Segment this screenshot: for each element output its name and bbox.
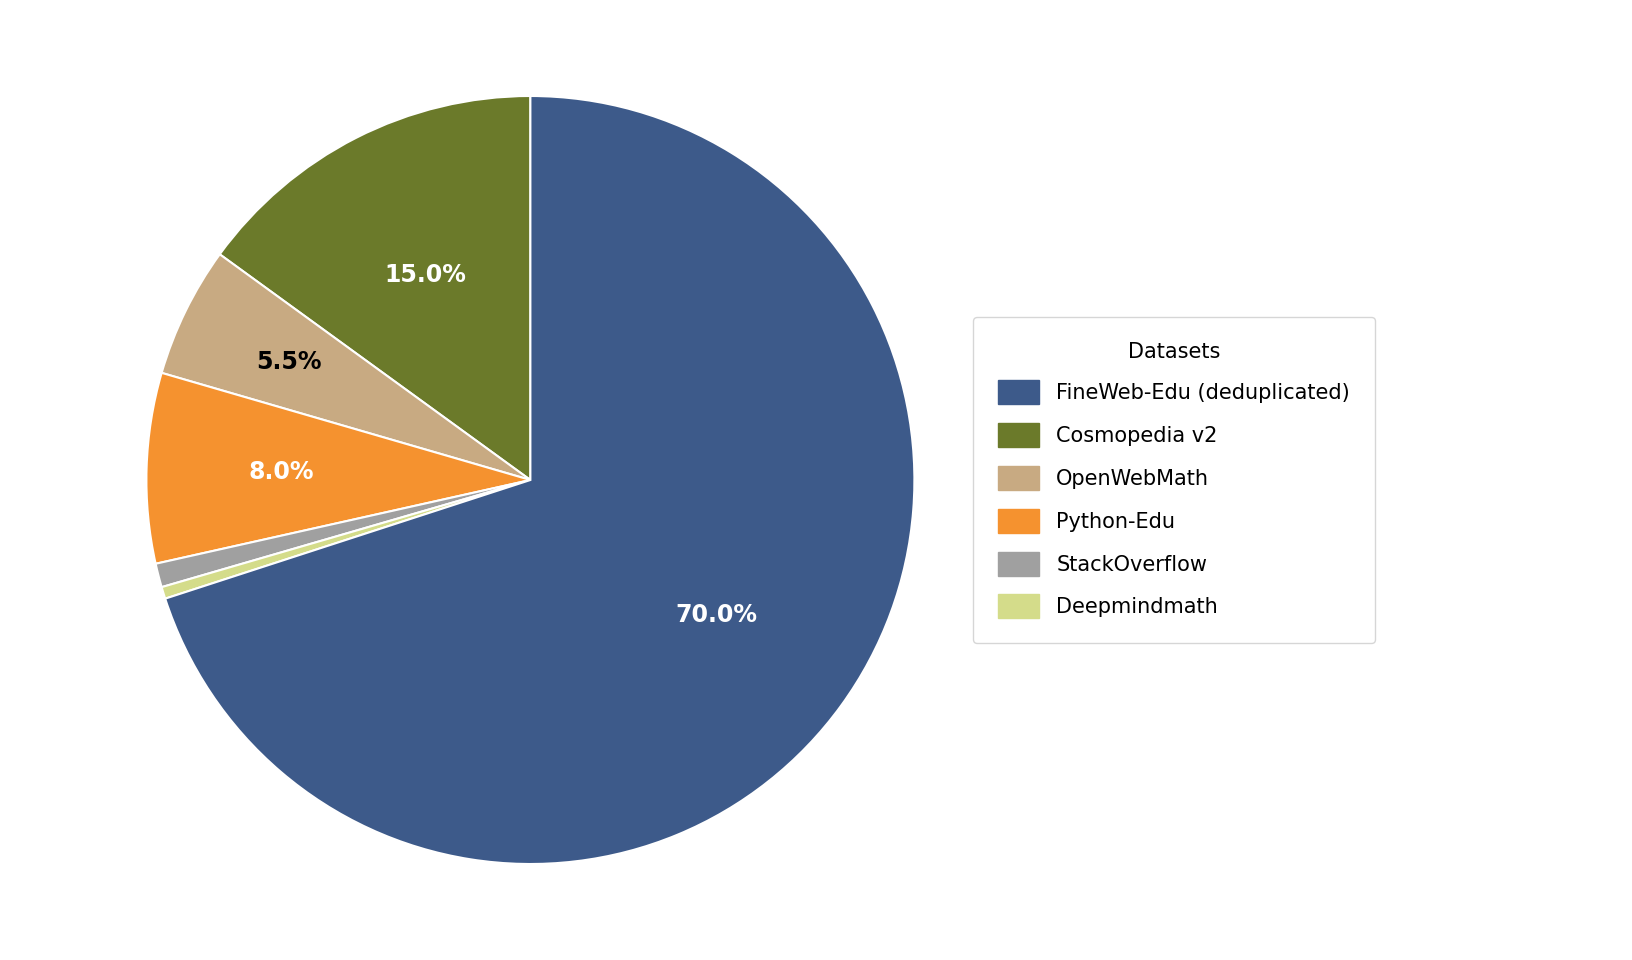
- Wedge shape: [162, 254, 530, 480]
- Text: 15.0%: 15.0%: [385, 263, 467, 287]
- Text: 70.0%: 70.0%: [676, 604, 757, 628]
- Wedge shape: [165, 96, 914, 864]
- Wedge shape: [220, 96, 530, 480]
- Wedge shape: [155, 480, 530, 588]
- Text: 8.0%: 8.0%: [248, 460, 313, 484]
- Wedge shape: [147, 372, 530, 564]
- Text: 5.5%: 5.5%: [256, 349, 322, 373]
- Wedge shape: [162, 480, 530, 599]
- Legend: FineWeb-Edu (deduplicated), Cosmopedia v2, OpenWebMath, Python-Edu, StackOverflo: FineWeb-Edu (deduplicated), Cosmopedia v…: [973, 317, 1374, 643]
